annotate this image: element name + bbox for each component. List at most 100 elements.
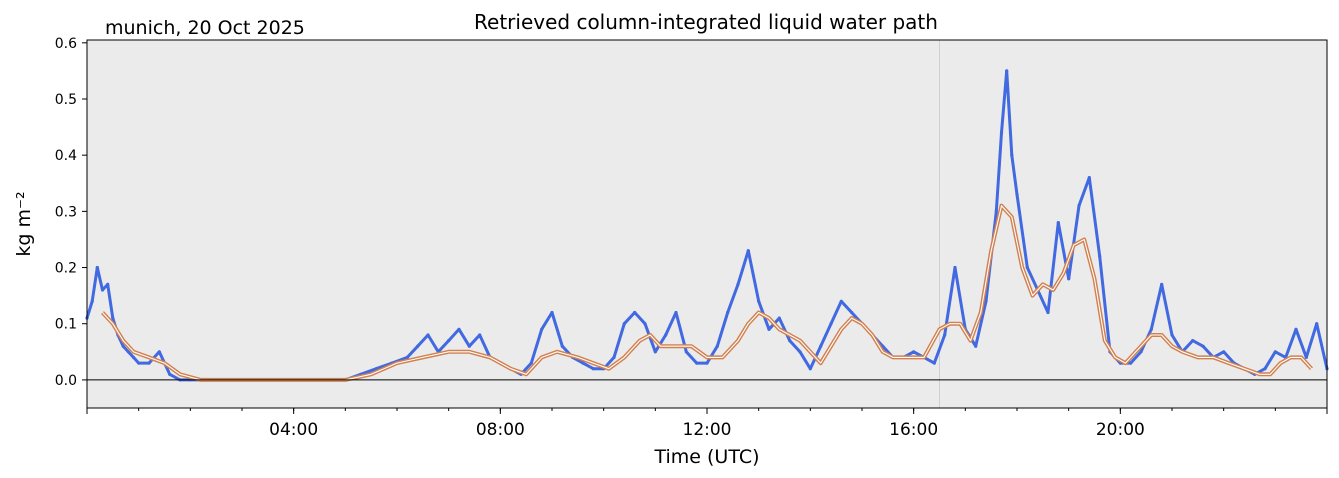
raw-data-point	[798, 350, 802, 354]
smoothed-series-highlight	[102, 205, 1312, 381]
y-tick-label: 0.3	[55, 204, 77, 220]
raw-data-point	[1170, 333, 1174, 337]
raw-data-point	[529, 361, 533, 365]
raw-data-point	[581, 361, 585, 365]
raw-data-point	[540, 327, 544, 331]
raw-data-point	[674, 310, 678, 315]
raw-data-point	[1129, 361, 1133, 365]
raw-data-point	[126, 350, 130, 354]
raw-data-point	[726, 310, 730, 315]
raw-data-point	[705, 361, 709, 365]
raw-data-point	[426, 333, 430, 337]
raw-data-point	[1160, 282, 1164, 286]
raw-data-point	[999, 131, 1004, 135]
raw-data-point	[137, 361, 141, 365]
raw-data-point	[974, 344, 978, 348]
raw-data-point	[1201, 344, 1205, 348]
raw-data-point	[147, 361, 151, 365]
raw-data-point	[405, 355, 409, 359]
raw-data-point	[633, 310, 637, 315]
raw-data-point	[591, 367, 595, 371]
raw-data-point	[550, 310, 554, 315]
raw-data-point	[819, 344, 823, 348]
raw-data-point	[757, 299, 761, 303]
raw-data-point	[767, 327, 771, 331]
raw-data-point	[1273, 350, 1277, 354]
x-axis-ticks: 04:00 08:00 12:00 16:00 20:00	[86, 408, 1328, 440]
raw-data-point	[850, 310, 854, 315]
y-tick-label: 0.5	[55, 92, 77, 108]
raw-data-point	[106, 282, 110, 286]
raw-data-point	[457, 327, 461, 331]
raw-data-point	[1056, 221, 1060, 225]
raw-data-point	[416, 344, 420, 348]
x-tick-label: 16:00	[889, 420, 938, 440]
x-tick-label: 20:00	[1096, 420, 1145, 440]
raw-data-point	[788, 339, 792, 343]
raw-data-point	[1191, 339, 1195, 343]
raw-data-point	[467, 344, 471, 348]
raw-data-point	[1149, 327, 1153, 331]
raw-data-point	[121, 344, 125, 348]
y-tick-label: 0.6	[55, 36, 77, 52]
raw-data-point	[1010, 153, 1014, 157]
x-axis-label: Time (UTC)	[653, 446, 759, 468]
raw-data-point	[1304, 355, 1308, 359]
raw-data-point	[1139, 350, 1143, 354]
raw-data-point	[994, 209, 998, 213]
raw-data-point	[1315, 322, 1319, 326]
raw-data-point	[478, 333, 482, 337]
raw-data-point	[684, 350, 688, 354]
raw-data-point	[622, 322, 626, 326]
raw-data-point	[1046, 310, 1050, 315]
raw-data-point	[168, 372, 172, 376]
smoothed-series-layer	[101, 203, 1313, 382]
raw-data-point	[1005, 69, 1009, 73]
raw-data-point	[839, 299, 843, 303]
raw-data-point	[777, 316, 781, 320]
raw-data-point	[1098, 254, 1102, 258]
x-tick-label: 12:00	[683, 420, 732, 440]
raw-data-point	[1087, 176, 1091, 180]
raw-data-point	[953, 265, 957, 270]
raw-data-point	[1077, 204, 1081, 208]
y-axis-ticks: 0.0 0.1 0.2 0.3 0.4 0.5 0.6	[55, 36, 87, 389]
chart-title: Retrieved column-integrated liquid water…	[474, 10, 938, 34]
raw-data-point	[653, 350, 657, 354]
raw-data-point	[943, 333, 947, 337]
raw-data-point	[715, 344, 719, 348]
y-tick-label: 0.0	[55, 373, 77, 389]
raw-data-point	[1067, 277, 1071, 281]
raw-data-point	[447, 339, 451, 343]
raw-data-point	[95, 265, 99, 270]
raw-data-point	[1294, 327, 1298, 331]
raw-data-point	[131, 355, 136, 359]
raw-data-point	[1025, 265, 1029, 270]
raw-data-point	[808, 367, 812, 371]
chart-subtitle: munich, 20 Oct 2025	[105, 17, 305, 39]
raw-data-point	[829, 322, 833, 326]
raw-data-point	[100, 288, 105, 292]
raw-data-point	[1222, 350, 1226, 354]
x-tick-label: 04:00	[269, 420, 318, 440]
raw-data-point	[984, 299, 988, 303]
y-tick-label: 0.2	[55, 261, 77, 277]
raw-data-point	[664, 333, 668, 337]
plot-background	[87, 40, 1327, 408]
raw-data-point	[695, 361, 699, 365]
raw-data-point	[746, 249, 750, 253]
raw-data-point	[1263, 367, 1267, 371]
raw-data-point	[643, 322, 647, 326]
y-tick-label: 0.4	[55, 148, 77, 164]
raw-data-point	[111, 316, 115, 320]
raw-data-point	[90, 299, 94, 303]
raw-data-point	[374, 367, 378, 371]
raw-data-point	[157, 350, 161, 354]
y-axis-label: kg m⁻²	[13, 191, 35, 256]
raw-data-point	[612, 355, 616, 359]
raw-data-point	[932, 361, 936, 365]
raw-data-point	[560, 344, 564, 348]
y-tick-label: 0.1	[55, 317, 77, 333]
x-tick-label: 08:00	[476, 420, 525, 440]
